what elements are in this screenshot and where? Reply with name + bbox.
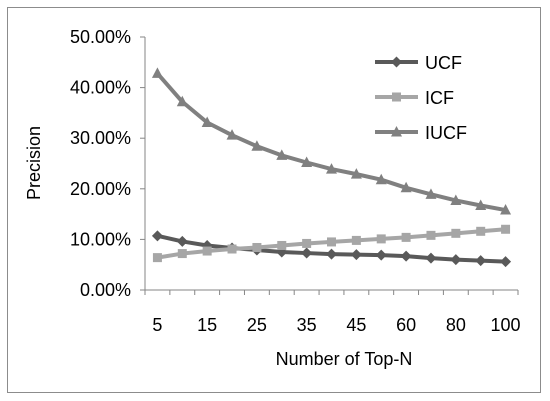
y-tick-label: 40.00% xyxy=(70,78,131,98)
legend-item-ucf: UCF xyxy=(375,53,462,73)
data-point-iucf xyxy=(350,168,362,179)
data-point-icf xyxy=(351,235,361,245)
data-point-ucf xyxy=(375,249,387,261)
y-axis: 0.00% 10.00% 20.00% 30.00% 40.00% 50.00% xyxy=(70,27,146,300)
data-point-ucf xyxy=(400,250,412,262)
data-point-icf xyxy=(252,242,262,252)
legend-marker-icf xyxy=(392,92,401,102)
data-point-icf xyxy=(227,244,237,254)
x-axis: 5 15 25 35 45 60 80 100 xyxy=(144,289,521,335)
data-point-ucf xyxy=(301,247,313,259)
data-point-icf xyxy=(152,253,162,263)
x-tick-label: 25 xyxy=(247,315,267,335)
legend-item-icf: ICF xyxy=(375,88,454,108)
data-point-icf xyxy=(302,238,312,248)
x-tick-label: 100 xyxy=(491,315,521,335)
data-point-iucf xyxy=(375,173,387,185)
data-point-ucf xyxy=(500,256,512,268)
data-point-iucf xyxy=(475,199,487,210)
x-tick-label: 15 xyxy=(197,315,217,335)
x-tick-label: 80 xyxy=(446,315,466,335)
data-point-iucf xyxy=(226,129,238,140)
data-point-iucf xyxy=(500,204,512,215)
data-point-icf xyxy=(426,230,436,240)
data-point-icf xyxy=(277,240,287,250)
data-point-icf xyxy=(451,228,461,238)
x-tick-label: 35 xyxy=(297,315,317,335)
data-point-iucf xyxy=(276,149,288,160)
series-ucf xyxy=(151,230,512,268)
y-tick-label: 20.00% xyxy=(70,179,131,199)
data-point-icf xyxy=(501,224,511,234)
x-tick-label: 45 xyxy=(346,315,366,335)
data-point-iucf xyxy=(400,181,412,193)
data-point-iucf xyxy=(301,156,313,167)
data-point-iucf xyxy=(201,116,213,128)
y-tick-label: 50.00% xyxy=(70,27,131,47)
data-point-ucf xyxy=(450,254,462,266)
legend-label-icf: ICF xyxy=(425,88,454,108)
data-point-icf xyxy=(376,234,386,244)
y-tick-label: 30.00% xyxy=(70,128,131,148)
data-point-iucf xyxy=(425,188,437,199)
legend-label-ucf: UCF xyxy=(425,53,462,73)
data-point-iucf xyxy=(151,67,163,78)
data-point-icf xyxy=(476,226,486,236)
data-point-iucf xyxy=(251,140,263,151)
data-point-icf xyxy=(401,232,411,242)
y-tick-label: 0.00% xyxy=(80,280,131,300)
data-point-ucf xyxy=(176,235,188,247)
legend-item-iucf: IUCF xyxy=(375,123,467,143)
x-tick-label: 5 xyxy=(152,315,162,335)
data-point-iucf xyxy=(450,194,462,205)
data-point-iucf xyxy=(326,163,337,174)
data-point-ucf xyxy=(326,248,337,260)
x-axis-title: Number of Top-N xyxy=(276,349,413,369)
series-icf xyxy=(152,224,511,263)
legend-marker-ucf xyxy=(391,56,402,68)
data-point-ucf xyxy=(350,249,362,261)
data-point-ucf xyxy=(475,255,487,267)
legend-marker-iucf xyxy=(391,126,402,137)
data-point-ucf xyxy=(151,230,163,242)
x-tick-label: 60 xyxy=(396,315,416,335)
legend-label-iucf: IUCF xyxy=(425,123,467,143)
data-point-ucf xyxy=(425,252,437,264)
data-point-iucf xyxy=(176,95,188,107)
y-axis-title: Precision xyxy=(24,126,44,200)
series-iucf xyxy=(151,67,512,215)
data-point-icf xyxy=(202,246,212,256)
legend: UCF ICF IUCF xyxy=(375,53,467,143)
series-group xyxy=(151,67,512,268)
y-tick-label: 10.00% xyxy=(70,229,131,249)
data-point-icf xyxy=(177,249,187,259)
data-point-icf xyxy=(327,237,336,247)
